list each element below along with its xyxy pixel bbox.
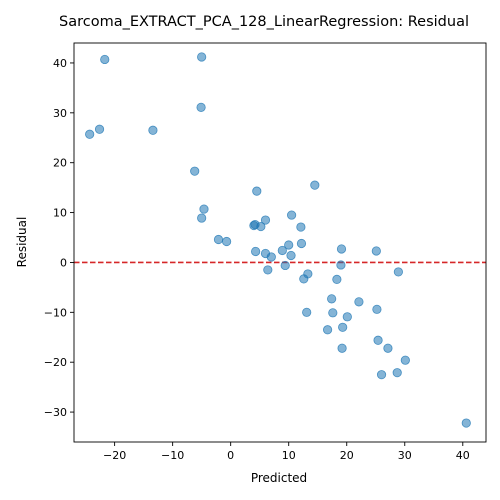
data-point [222,236,232,247]
data-point [400,355,410,365]
data-point [94,124,105,134]
data-point [199,204,209,214]
data-point [461,418,471,428]
data-point [372,304,382,314]
y-tick-label: 20 [53,157,67,170]
data-point [296,222,306,232]
data-point [197,52,207,62]
x-axis-label: Predicted [251,471,307,485]
data-point [100,54,110,65]
data-point [299,274,309,284]
data-point [296,238,307,249]
data-point [392,368,402,378]
data-point [148,125,158,135]
data-point [332,274,342,285]
data-point [213,234,224,245]
y-tick-label: 10 [53,207,67,220]
data-point [302,307,312,317]
data-point [393,267,403,277]
data-point [342,312,352,322]
data-point [327,294,337,304]
x-tick-label: −20 [103,449,126,462]
x-tick-label: 40 [456,449,470,462]
data-point [252,186,262,196]
data-point [251,246,261,257]
x-tick-label: 0 [227,449,234,462]
data-point [260,215,271,225]
data-point [284,240,294,250]
data-point [383,343,393,353]
plot-area: −20 −10 0 10 20 30 40 −30 −20 −10 0 10 20 30 40 [44,42,487,462]
y-tick-label: −20 [44,356,67,369]
y-tick-label: 40 [53,57,67,70]
data-point [336,244,347,254]
data-point [286,250,296,261]
data-point [322,325,333,335]
data-point [328,308,338,318]
y-axis-label: Residual [15,217,29,268]
data-point [354,297,364,307]
data-point [287,210,297,220]
data-point [336,260,346,270]
chart-title: Sarcoma_EXTRACT_PCA_128_LinearRegression… [59,14,469,30]
y-tick-label: 0 [60,256,67,269]
data-point [337,343,347,353]
axes-frame [73,42,487,443]
data-point [371,246,381,256]
y-tick-label: −10 [44,306,67,319]
data-point [256,221,266,232]
data-point [373,335,383,345]
x-tick-label: 30 [398,449,412,462]
y-tick-label: 30 [53,107,67,120]
data-point [280,260,290,271]
data-point [196,102,206,112]
data-point [277,245,287,256]
x-tick-label: 20 [340,449,354,462]
data-point [338,322,348,332]
data-point [266,252,276,262]
data-point [263,265,273,275]
data-point [376,370,387,380]
data-point [85,129,95,139]
x-tick-label: −10 [161,449,184,462]
y-tick-label: −30 [44,406,67,419]
data-point [197,213,207,223]
data-point [190,166,200,176]
x-tick-label: 10 [282,449,296,462]
data-point [310,180,320,190]
